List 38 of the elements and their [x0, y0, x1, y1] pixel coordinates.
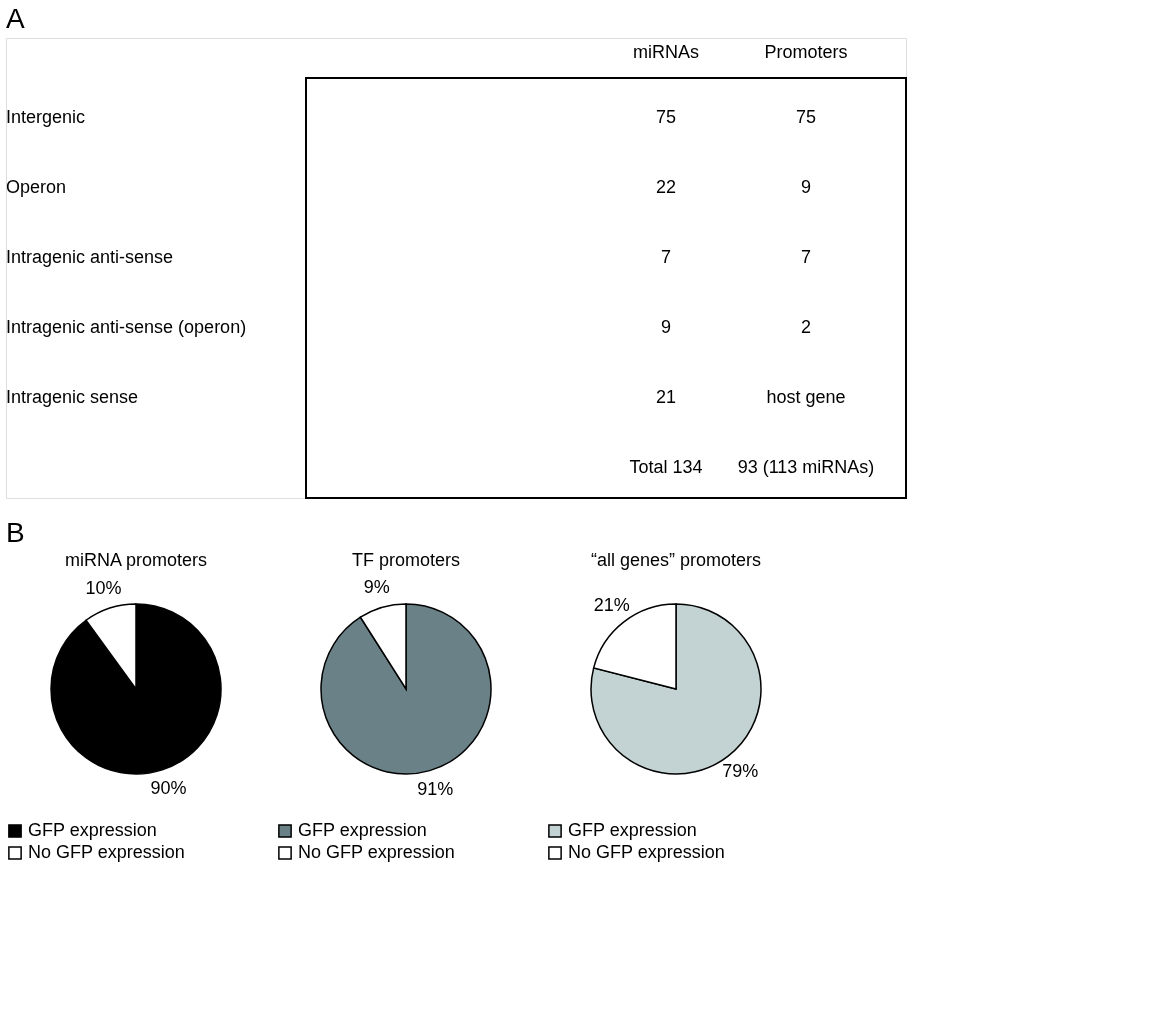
text: A [6, 3, 25, 34]
data-label: 21 [655, 387, 677, 407]
data-label: 9% [363, 577, 390, 598]
category-label: Intergenic [6, 107, 86, 127]
data-label: 9 [660, 317, 672, 337]
data-label: 7 [800, 247, 812, 267]
pie-slice [320, 603, 492, 775]
chart-title: TF promoters [351, 550, 461, 570]
category-label: Intragenic anti-sense (operon) [6, 317, 247, 337]
data-label: 9 [800, 177, 812, 197]
text: miRNAs [633, 42, 699, 62]
legend-label: GFP expression [28, 820, 157, 840]
legend-label: No GFP expression [28, 842, 185, 862]
category-label: Operon [6, 177, 67, 197]
legend-label: GFP expression [568, 820, 697, 840]
text: B [6, 517, 25, 548]
data-label: 22 [655, 177, 677, 197]
data-label: 7 [660, 247, 672, 267]
data-label: 90% [150, 777, 187, 798]
text: 93 (113 miRNAs) [737, 457, 875, 477]
data-label: 75 [655, 107, 677, 127]
legend-label: No GFP expression [568, 842, 725, 862]
chart-title: miRNA promoters [64, 550, 208, 570]
data-label: host gene [766, 387, 846, 407]
data-label: 79% [722, 760, 759, 781]
chart-title: “all genes” promoters [590, 550, 762, 570]
data-label: 21% [593, 595, 630, 616]
data-label: 2 [800, 317, 812, 337]
data-label: 10% [85, 578, 122, 599]
text: Total 134 [629, 457, 703, 477]
text: Promoters [764, 42, 848, 62]
data-label: 75 [795, 107, 817, 127]
pie-slice [50, 603, 222, 775]
data-label: 91% [417, 778, 454, 799]
legend-label: GFP expression [298, 820, 427, 840]
category-label: Intragenic anti-sense [6, 247, 174, 267]
category-label: Intragenic sense [6, 387, 139, 407]
legend-label: No GFP expression [298, 842, 455, 862]
